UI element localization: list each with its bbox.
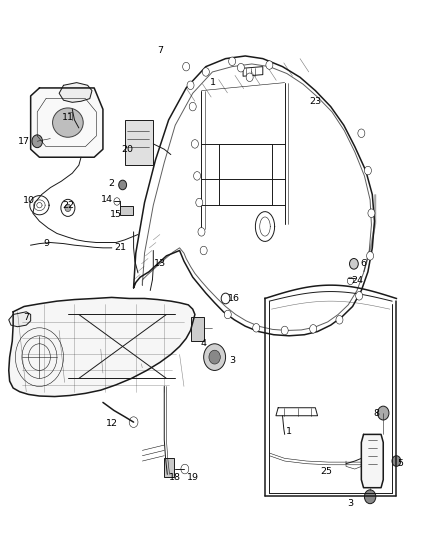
Polygon shape [59, 83, 92, 102]
Circle shape [119, 180, 127, 190]
FancyBboxPatch shape [125, 120, 153, 165]
FancyBboxPatch shape [164, 458, 174, 477]
Text: 19: 19 [187, 473, 199, 481]
Circle shape [65, 204, 71, 212]
Circle shape [181, 464, 189, 474]
Text: 15: 15 [110, 211, 122, 219]
Circle shape [183, 62, 190, 71]
Circle shape [336, 316, 343, 324]
Circle shape [350, 259, 358, 269]
Circle shape [364, 166, 371, 175]
Circle shape [368, 209, 375, 217]
Circle shape [200, 246, 207, 255]
Text: 21: 21 [114, 244, 127, 252]
Text: 12: 12 [106, 419, 118, 428]
Circle shape [194, 172, 201, 180]
Text: 11: 11 [62, 113, 74, 122]
Circle shape [356, 292, 363, 300]
Text: 8: 8 [374, 409, 380, 417]
Text: 6: 6 [360, 260, 367, 268]
Circle shape [246, 73, 253, 82]
Circle shape [32, 135, 42, 148]
Text: 24: 24 [351, 277, 363, 285]
Circle shape [229, 57, 236, 66]
Polygon shape [31, 88, 103, 157]
Ellipse shape [53, 108, 83, 137]
Circle shape [198, 228, 205, 236]
Circle shape [237, 63, 244, 72]
Polygon shape [9, 297, 195, 397]
Text: 22: 22 [62, 201, 74, 210]
Circle shape [189, 102, 196, 111]
Circle shape [266, 61, 273, 69]
Text: 9: 9 [43, 239, 49, 248]
Text: 1: 1 [209, 78, 215, 87]
Text: 3: 3 [347, 499, 353, 508]
Text: 13: 13 [154, 260, 166, 268]
FancyBboxPatch shape [120, 206, 133, 215]
Circle shape [202, 68, 209, 76]
Text: 1: 1 [286, 427, 292, 436]
Text: 2: 2 [109, 180, 115, 188]
Circle shape [187, 81, 194, 90]
FancyBboxPatch shape [191, 317, 204, 341]
Circle shape [364, 490, 376, 504]
Text: 10: 10 [22, 196, 35, 205]
Text: 23: 23 [309, 97, 321, 106]
Text: 25: 25 [320, 467, 332, 476]
Circle shape [204, 344, 226, 370]
Polygon shape [9, 312, 31, 327]
Circle shape [224, 310, 231, 319]
Circle shape [347, 277, 353, 285]
Text: 20: 20 [121, 145, 133, 154]
Circle shape [196, 198, 203, 207]
Text: 7: 7 [23, 313, 29, 321]
Circle shape [378, 406, 389, 420]
Circle shape [367, 252, 374, 260]
Circle shape [392, 456, 401, 466]
Circle shape [209, 350, 220, 364]
Text: 7: 7 [157, 46, 163, 55]
Text: 17: 17 [18, 137, 30, 146]
Text: 5: 5 [398, 459, 404, 468]
Text: 18: 18 [169, 473, 181, 481]
Circle shape [281, 326, 288, 335]
Text: 4: 4 [201, 340, 207, 348]
Text: 14: 14 [101, 196, 113, 204]
Polygon shape [361, 434, 383, 488]
Circle shape [129, 417, 138, 427]
Circle shape [114, 198, 120, 205]
Circle shape [221, 293, 230, 304]
Text: 3: 3 [229, 357, 235, 365]
Text: 16: 16 [228, 294, 240, 303]
Circle shape [310, 325, 317, 333]
Circle shape [358, 129, 365, 138]
Circle shape [253, 324, 260, 332]
Circle shape [61, 199, 75, 216]
Circle shape [191, 140, 198, 148]
